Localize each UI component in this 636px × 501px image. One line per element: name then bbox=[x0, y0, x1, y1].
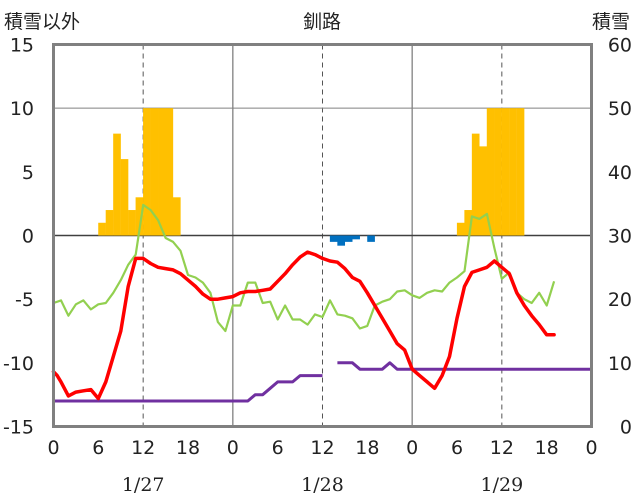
series-lines bbox=[51, 203, 592, 403]
left-axis-label: 積雪以外 bbox=[4, 11, 80, 33]
snowfall-bar bbox=[516, 108, 525, 236]
precip-bar bbox=[337, 235, 346, 246]
chart-title: 釧路 bbox=[303, 11, 341, 33]
left-tick-label: 0 bbox=[22, 226, 34, 248]
snowfall-bar bbox=[113, 133, 121, 236]
x-tick-label: 0 bbox=[227, 437, 239, 459]
snowfall-bar bbox=[150, 108, 159, 236]
x-tick-label: 0 bbox=[585, 437, 597, 459]
left-tick-label: 10 bbox=[10, 98, 34, 120]
snowfall-bar bbox=[456, 222, 465, 236]
right-axis-label: 積雪 bbox=[592, 11, 630, 33]
x-tick-label: 18 bbox=[176, 437, 200, 459]
snow-depth-line bbox=[53, 374, 323, 403]
snowfall-bar bbox=[143, 108, 151, 236]
left-tick-label: -10 bbox=[3, 353, 34, 375]
right-tick-label: 40 bbox=[608, 162, 632, 184]
left-tick-label: -15 bbox=[3, 417, 34, 439]
x-tick-label: 12 bbox=[131, 437, 155, 459]
x-tick-label: 6 bbox=[92, 437, 104, 459]
x-tick-label: 6 bbox=[451, 437, 463, 459]
snowfall-bar bbox=[471, 133, 480, 236]
snowfall-bar bbox=[501, 108, 510, 236]
date-label: 1/28 bbox=[301, 474, 344, 496]
precip-bar bbox=[344, 235, 353, 242]
right-tick-label: 20 bbox=[608, 289, 632, 311]
snowfall-bar bbox=[158, 108, 166, 236]
precip-bar bbox=[352, 235, 360, 240]
snow-depth-line bbox=[337, 361, 592, 371]
snowfall-bar bbox=[479, 146, 487, 236]
date-label: 1/29 bbox=[480, 474, 523, 496]
precip-bars bbox=[329, 235, 375, 246]
plot-frame bbox=[52, 43, 593, 428]
right-tick-label: 50 bbox=[608, 98, 632, 120]
snowfall-bar bbox=[172, 197, 181, 236]
x-tick-label: 18 bbox=[535, 437, 559, 459]
right-tick-label: 30 bbox=[608, 226, 632, 248]
temperature-line bbox=[51, 250, 556, 401]
x-ticks: 0 6 12 18 0 6 12 18 0 6 12 18 0 bbox=[47, 437, 597, 459]
x-tick-label: 0 bbox=[47, 437, 59, 459]
right-tick-label: 10 bbox=[608, 353, 632, 375]
green-series-line bbox=[53, 203, 556, 333]
left-tick-label: 5 bbox=[22, 162, 34, 184]
left-y-ticks: 15 10 5 0 -5 -10 -15 bbox=[3, 35, 34, 439]
date-label: 1/27 bbox=[122, 474, 165, 496]
precip-bar bbox=[329, 235, 338, 242]
x-tick-label: 12 bbox=[310, 437, 334, 459]
x-tick-label: 6 bbox=[272, 437, 284, 459]
snowfall-bars bbox=[98, 108, 525, 236]
right-y-ticks: 60 50 40 30 20 10 0 bbox=[608, 35, 632, 439]
left-tick-label: -5 bbox=[15, 289, 34, 311]
snowfall-bar bbox=[464, 210, 473, 236]
snowfall-bar bbox=[128, 210, 136, 236]
snowfall-bar bbox=[105, 210, 114, 236]
snowfall-bar bbox=[135, 197, 144, 236]
snowfall-bar bbox=[120, 159, 129, 236]
snowfall-bar bbox=[494, 108, 502, 236]
right-tick-label: 0 bbox=[620, 417, 632, 439]
x-tick-label: 18 bbox=[355, 437, 379, 459]
right-tick-label: 60 bbox=[608, 35, 632, 57]
snowfall-bar bbox=[98, 222, 106, 236]
snowfall-bar bbox=[509, 108, 517, 236]
date-labels: 1/27 1/28 1/29 bbox=[122, 474, 523, 496]
x-tick-label: 12 bbox=[490, 437, 514, 459]
precip-bar bbox=[367, 235, 375, 242]
x-tick-label: 0 bbox=[406, 437, 418, 459]
left-tick-label: 15 bbox=[10, 35, 34, 57]
snowfall-bar bbox=[165, 108, 174, 236]
snowfall-bar bbox=[486, 108, 495, 236]
